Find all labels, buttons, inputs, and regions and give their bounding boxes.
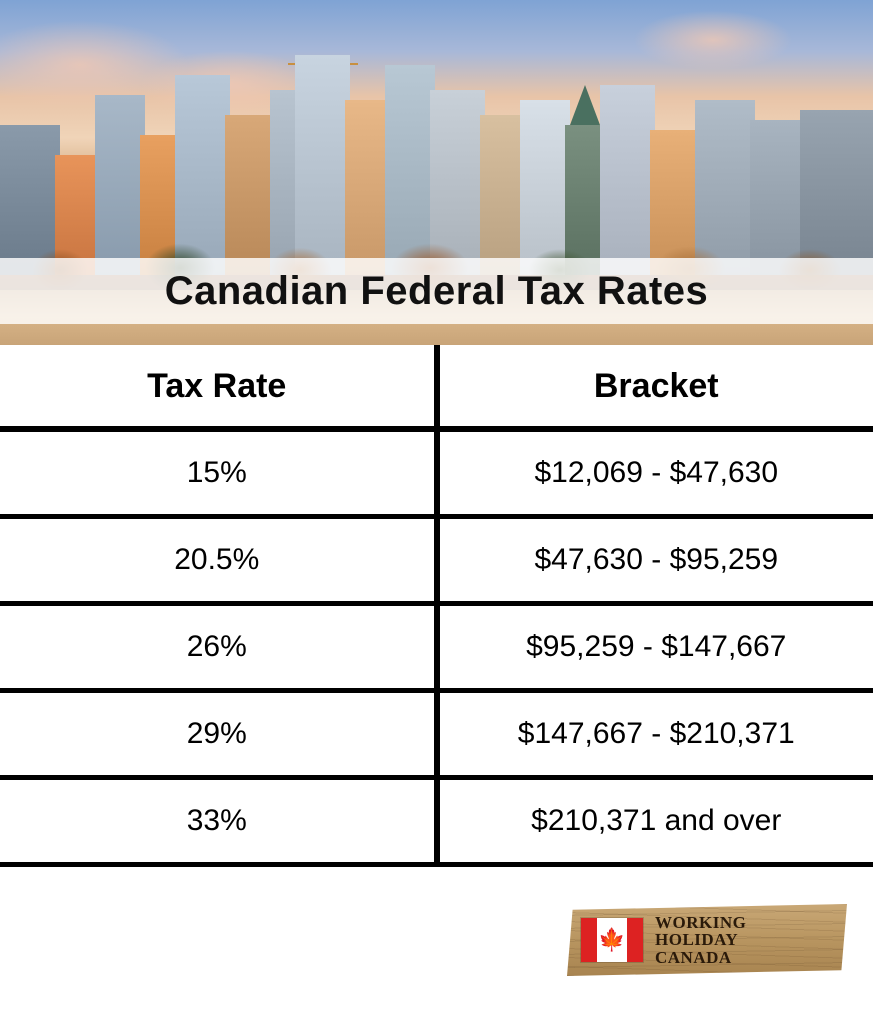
table-header-row: Tax Rate Bracket [0, 345, 873, 429]
cell-bracket: $95,259 - $147,667 [437, 604, 873, 691]
col-header-rate: Tax Rate [0, 345, 437, 429]
table-row: 20.5% $47,630 - $95,259 [0, 517, 873, 604]
cell-bracket: $47,630 - $95,259 [437, 517, 873, 604]
table-row: 15% $12,069 - $47,630 [0, 429, 873, 517]
cell-rate: 20.5% [0, 517, 437, 604]
tax-rates-table: Tax Rate Bracket 15% $12,069 - $47,630 2… [0, 345, 873, 867]
table-row: 29% $147,667 - $210,371 [0, 691, 873, 778]
logo-text: WORKING HOLIDAY CANADA [655, 914, 746, 966]
cell-rate: 29% [0, 691, 437, 778]
maple-leaf-icon: 🍁 [598, 929, 625, 951]
table-row: 26% $95,259 - $147,667 [0, 604, 873, 691]
cell-rate: 26% [0, 604, 437, 691]
cell-bracket: $12,069 - $47,630 [437, 429, 873, 517]
cell-bracket: $147,667 - $210,371 [437, 691, 873, 778]
logo-line1: WORKING [655, 914, 746, 931]
logo-plank: 🍁 WORKING HOLIDAY CANADA [567, 904, 847, 976]
cell-rate: 15% [0, 429, 437, 517]
cell-bracket: $210,371 and over [437, 778, 873, 865]
col-header-bracket: Bracket [437, 345, 873, 429]
page-title: Canadian Federal Tax Rates [165, 269, 709, 314]
logo-line3: CANADA [655, 949, 746, 966]
brand-logo: 🍁 WORKING HOLIDAY CANADA [567, 904, 847, 976]
table-row: 33% $210,371 and over [0, 778, 873, 865]
title-strip: Canadian Federal Tax Rates [0, 258, 873, 324]
canada-flag-icon: 🍁 [581, 918, 643, 962]
logo-line2: HOLIDAY [655, 931, 746, 948]
cell-rate: 33% [0, 778, 437, 865]
hero-image-skyline: Canadian Federal Tax Rates [0, 0, 873, 345]
